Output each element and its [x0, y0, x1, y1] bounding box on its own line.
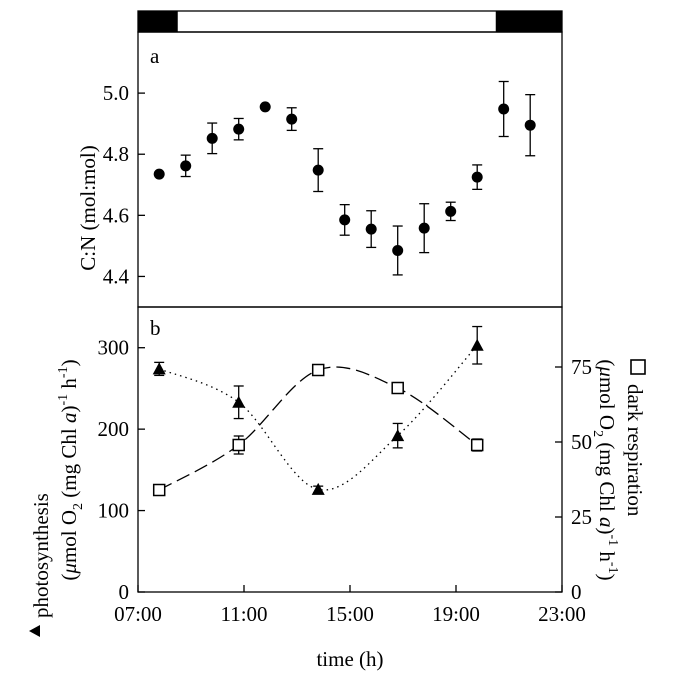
right-y-tick-label: 0: [571, 580, 582, 604]
left-y-tick-label: 300: [98, 336, 130, 360]
panel-a-series: [153, 80, 536, 276]
photoperiod-bar: [137, 10, 563, 33]
data-point: [153, 168, 165, 180]
panel-a-y-ticks: 4.4 4.6 4.8 5.0: [103, 81, 145, 288]
right-y-axis-title: dark respiration: [623, 384, 647, 517]
triangle-legend-icon: [29, 625, 40, 637]
data-point: [392, 244, 404, 256]
panel-a-y-tick-label: 4.6: [103, 203, 129, 227]
left-y-axis-title: photosynthesis: [29, 493, 53, 618]
dark-respiration-point: [311, 363, 325, 377]
panel-a-y-axis-label: C:N (mol:mol): [76, 145, 100, 270]
data-point: [206, 132, 218, 144]
x-tick-label: 23:00: [538, 602, 586, 626]
left-y-axis-label: photosynthesis (μmol O2 (mg Chl a)-1 h-1…: [29, 359, 86, 637]
data-point: [418, 222, 430, 234]
photosynthesis-point: [470, 338, 484, 351]
right-y-axis-units: (μmol O2 (mg Chl a)-1 h-1): [590, 359, 620, 580]
left-y-axis-units: (μmol O2 (mg Chl a)-1 h-1): [56, 359, 86, 580]
x-tick-label: 07:00: [114, 602, 162, 626]
panel-a-y-tick-label: 5.0: [103, 81, 129, 105]
data-point: [365, 223, 377, 235]
dark-respiration-point: [391, 381, 404, 395]
data-point: [180, 160, 192, 172]
panel-a-frame: [137, 31, 563, 308]
dark-period-end: [495, 11, 562, 32]
right-y-tick-label: 75: [571, 355, 592, 379]
panel-a-y-tick-label: 4.4: [103, 264, 130, 288]
panel-b-label: b: [150, 316, 161, 340]
data-point: [286, 113, 298, 125]
photosynthesis-point: [391, 429, 405, 442]
panel-b-frame: [137, 306, 563, 593]
right-y-tick-label: 50: [571, 430, 592, 454]
x-tick-label: 15:00: [326, 602, 374, 626]
data-point: [312, 164, 324, 176]
left-y-tick-label: 100: [98, 499, 130, 523]
photosynthesis-point: [152, 362, 166, 375]
dark-respiration-point: [470, 438, 484, 452]
data-point: [233, 123, 245, 135]
x-axis-label: time (h): [316, 647, 383, 671]
panel-a-label: a: [150, 44, 160, 68]
data-point: [471, 171, 483, 183]
data-point: [524, 119, 536, 131]
dark-respiration-point: [232, 438, 245, 452]
x-tick-label: 19:00: [432, 602, 480, 626]
left-y-tick-label: 200: [98, 417, 130, 441]
right-y-axis-label: dark respiration (μmol O2 (mg Chl a)-1 h…: [590, 359, 647, 581]
dark-period-start: [138, 11, 178, 32]
data-point: [445, 205, 457, 217]
panel-b-axes-ticks: 0 100 200 300 0 25 50 75 07:00 11:00 15:00 19:00 23:…: [98, 336, 593, 626]
photosynthesis-point: [232, 395, 246, 408]
panel-a-y-tick-label: 4.8: [103, 142, 129, 166]
data-point: [259, 101, 271, 113]
x-tick-label: 11:00: [220, 602, 267, 626]
dark-respiration-point: [152, 483, 166, 497]
data-point: [498, 103, 510, 115]
panel-a: a 4.4 4.6 4.8 5.0 C:N (mol:mol): [76, 31, 563, 308]
data-point: [339, 214, 351, 226]
left-y-tick-label: 0: [119, 580, 130, 604]
panel-b: b 0 100 200 300 0 25 50 75 07:00 11:00 15:00 19:00 2…: [29, 306, 647, 671]
photosynthesis-point: [311, 482, 325, 495]
panel-b-series: [152, 325, 484, 497]
right-y-tick-label: 25: [571, 505, 592, 529]
square-legend-icon: [630, 359, 646, 375]
